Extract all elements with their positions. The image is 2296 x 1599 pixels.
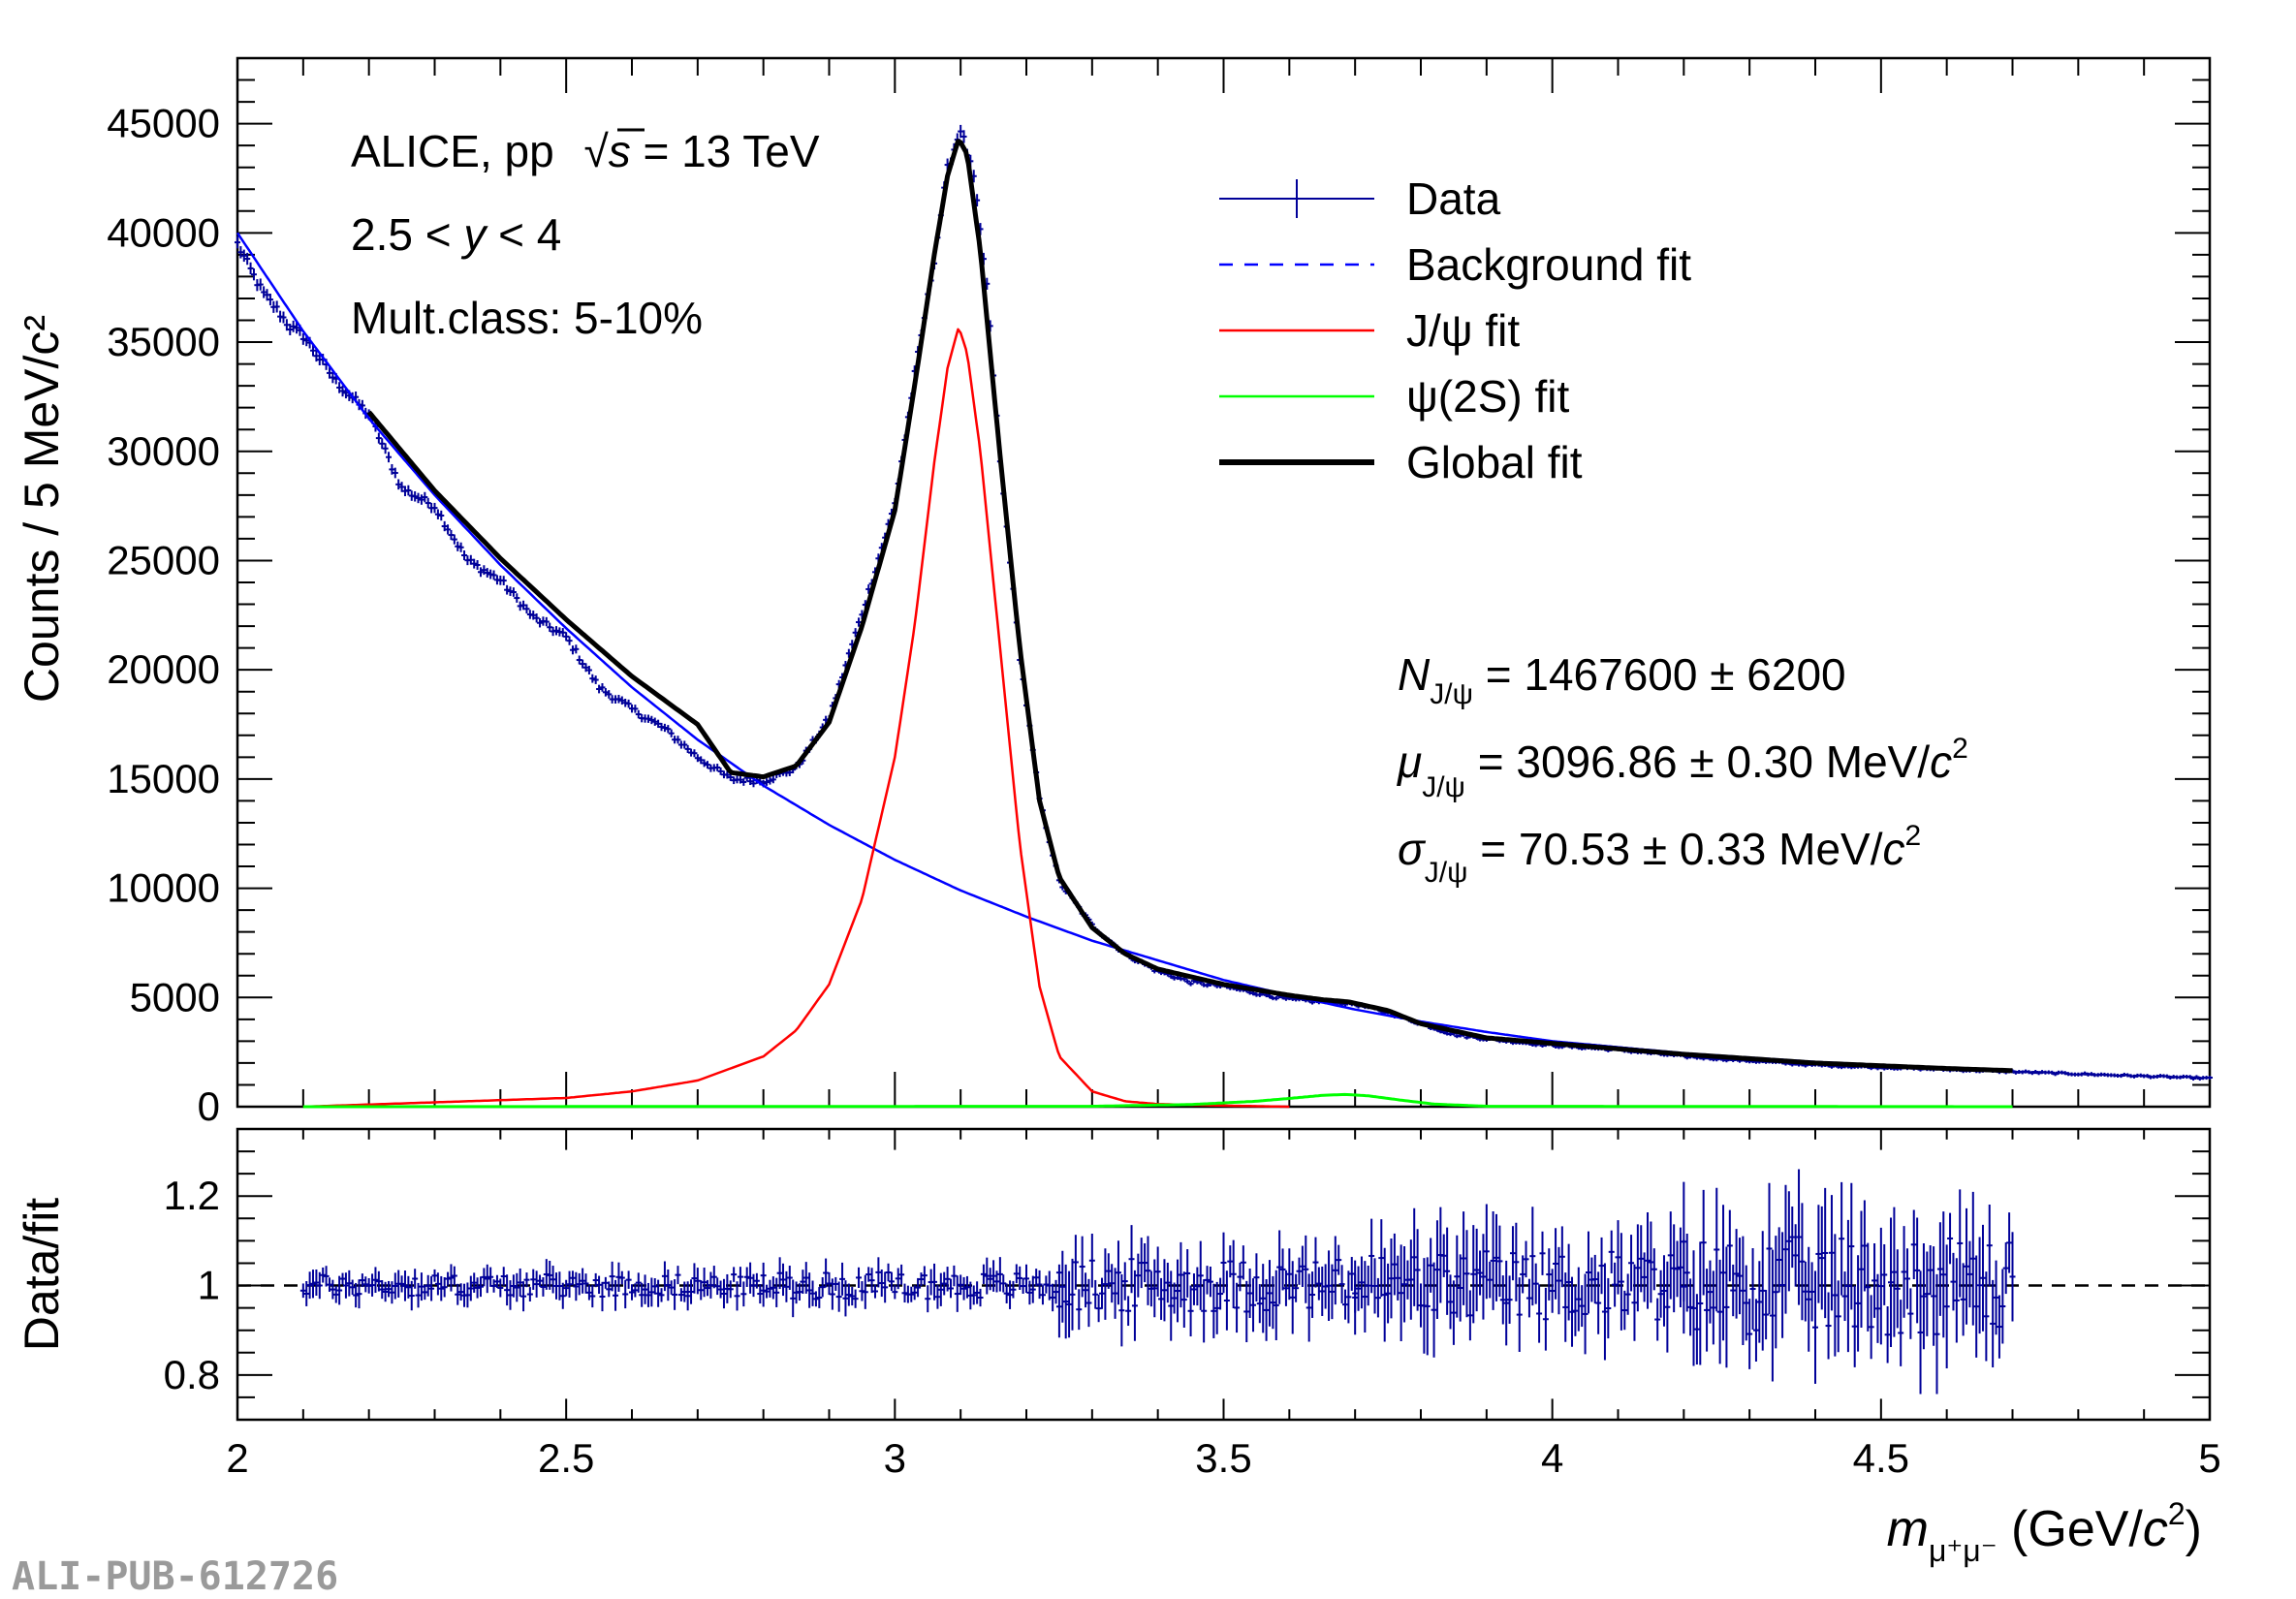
- legend-label: Background fit: [1406, 239, 1691, 290]
- top-y-tick-label: 0: [198, 1083, 220, 1129]
- x-tick-label: 5: [2198, 1435, 2220, 1481]
- annotation-line-1: ALICE, pp √s = 13 TeV: [351, 126, 820, 176]
- x-tick-label: 4: [1541, 1435, 1563, 1481]
- top-x-ticks: [236, 58, 2211, 1107]
- bottom-y-tick-label: 1.2: [164, 1173, 220, 1218]
- x-tick-label: 2.5: [538, 1435, 594, 1481]
- x-axis-label-unit-c: c: [2143, 1501, 2168, 1557]
- width-value: = 70.53 ± 0.33 MeV/: [1467, 824, 1882, 874]
- width-symbol: σ: [1398, 824, 1427, 874]
- annotation-line-3: Mult.class: 5-10%: [351, 293, 703, 343]
- fit-curve--2s-fit: [302, 1092, 2013, 1109]
- fit-curve-j-fit: [302, 328, 1290, 1109]
- bottom-y-tick-label: 1: [198, 1263, 220, 1308]
- mean-value: = 3096.86 ± 0.30 MeV/: [1465, 737, 1930, 787]
- top-y-ticks: 0 5000 10000 15000 20000 25000 30000 35000 40000…: [107, 78, 2210, 1129]
- x-axis-label-subscript: μ⁺μ⁻: [1929, 1533, 1997, 1568]
- x-axis-label-unit-suffix: ): [2186, 1501, 2202, 1557]
- top-y-tick-label: 20000: [107, 646, 220, 692]
- top-y-tick-label: 40000: [107, 209, 220, 255]
- x-axis-label: mμ⁺μ⁻ (GeV/c2): [1887, 1496, 2202, 1568]
- top-y-tick-label: 25000: [107, 537, 220, 582]
- bottom-y-axis-label: Data/fit: [15, 1198, 69, 1352]
- legend-entry: ψ(2S) fit: [1219, 371, 1569, 422]
- mean-symbol: μ: [1397, 737, 1422, 787]
- annotation-line-2-suffix: < 4: [486, 209, 561, 260]
- legend-entry: Data: [1219, 173, 1501, 224]
- x-tick-label: 2: [226, 1435, 248, 1481]
- legend-label: Global fit: [1406, 437, 1583, 487]
- top-y-tick-label: 35000: [107, 319, 220, 364]
- x-axis-label-unit-sup: 2: [2168, 1496, 2186, 1531]
- legend-entry: Background fit: [1219, 239, 1691, 290]
- top-y-axis-label: Counts / 5 MeV/c²: [15, 315, 69, 703]
- yield-value: = 1467600 ± 6200: [1473, 649, 1846, 700]
- annotation-sqrt-sign: √: [583, 126, 609, 176]
- mean-unit-sup: 2: [1952, 733, 1968, 765]
- x-axis-label-m: m: [1887, 1501, 1929, 1557]
- fit-curve-global-fit: [366, 139, 2013, 1074]
- yield-symbol: N: [1398, 649, 1431, 700]
- annotation-s: s: [609, 126, 631, 176]
- width-subscript: J/ψ: [1425, 857, 1468, 889]
- annotation-line-2: 2.5 < y < 4: [351, 209, 561, 260]
- fit-results: NJ/ψ = 1467600 ± 6200 μJ/ψ = 3096.86 ± 0…: [1397, 649, 1968, 889]
- mass-spectrum-panel: 0 5000 10000 15000 20000 25000 30000 35000 40000…: [15, 56, 2213, 1129]
- mean-unit-c: c: [1930, 737, 1952, 787]
- experiment-annotations: ALICE, pp √s = 13 TeV 2.5 < y < 4 Mult.c…: [351, 126, 820, 343]
- legend-label: ψ(2S) fit: [1406, 371, 1569, 422]
- legend: Data Background fit J/ψ fit ψ(2S) fit Global…: [1219, 173, 1691, 487]
- legend-entry: J/ψ fit: [1219, 305, 1520, 356]
- width-unit-sup: 2: [1905, 820, 1922, 852]
- annotation-line-2-prefix: 2.5 <: [351, 209, 463, 260]
- fit-result-mean: μJ/ψ = 3096.86 ± 0.30 MeV/c2: [1397, 733, 1968, 803]
- x-axis-label-unit-prefix: (GeV/: [1997, 1501, 2144, 1557]
- data-points-layer: [235, 124, 2213, 1082]
- x-tick-label: 3: [884, 1435, 906, 1481]
- fit-curves-layer: [236, 139, 2013, 1109]
- ratio-panel: 0.8 1 1.2 2 2.5 3 3.5 4 4.5 5 Data/fit mμ⁺μ⁻ (Ge…: [15, 1127, 2221, 1568]
- legend-label: Data: [1406, 173, 1501, 224]
- bottom-x-ticks: 2 2.5 3 3.5 4 4.5 5: [226, 1129, 2221, 1481]
- bottom-y-ticks: 0.8 1 1.2: [164, 1150, 2210, 1398]
- annotation-line-1-suffix: = 13 TeV: [631, 126, 820, 176]
- x-tick-label: 3.5: [1195, 1435, 1251, 1481]
- bottom-y-tick-label: 0.8: [164, 1352, 220, 1397]
- top-y-tick-label: 5000: [130, 974, 220, 1019]
- publication-watermark: ALI-PUB-612726: [12, 1554, 338, 1599]
- mean-subscript: J/ψ: [1422, 771, 1465, 803]
- ratio-points-layer: [299, 1169, 2016, 1395]
- top-y-tick-label: 45000: [107, 101, 220, 146]
- legend-entry: Global fit: [1219, 437, 1583, 487]
- fit-result-yield: NJ/ψ = 1467600 ± 6200: [1398, 649, 1846, 710]
- top-y-tick-label: 30000: [107, 428, 220, 474]
- legend-label: J/ψ fit: [1406, 305, 1520, 356]
- top-y-tick-label: 10000: [107, 865, 220, 911]
- x-tick-label: 4.5: [1853, 1435, 1909, 1481]
- yield-subscript: J/ψ: [1430, 678, 1473, 710]
- width-unit-c: c: [1883, 824, 1905, 874]
- annotation-line-1-prefix: ALICE, pp: [351, 126, 554, 176]
- annotation-rapidity-var: y: [460, 209, 488, 260]
- fit-result-width: σJ/ψ = 70.53 ± 0.33 MeV/c2: [1398, 820, 1921, 889]
- top-y-tick-label: 15000: [107, 756, 220, 801]
